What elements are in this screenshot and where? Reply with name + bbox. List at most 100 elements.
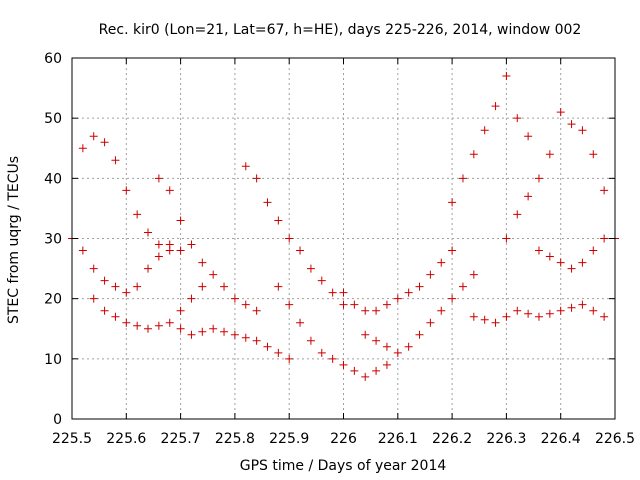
data-point [339,300,348,309]
data-point [458,282,467,291]
data-point [306,336,315,345]
data-point [122,288,131,297]
data-point [176,306,185,315]
data-point [78,144,87,153]
data-point [78,246,87,255]
data-point [578,300,587,309]
x-tick-label: 225.6 [106,431,146,447]
data-point [252,306,261,315]
data-point [100,138,109,147]
data-point [328,288,337,297]
data-point [545,252,554,261]
x-tick-label: 226.2 [432,431,472,447]
data-point [176,216,185,225]
data-point [220,282,229,291]
data-point [361,372,370,381]
data-point [198,282,207,291]
data-point [480,315,489,324]
data-point [100,306,109,315]
data-point [187,240,196,249]
y-tick-label: 40 [44,171,62,187]
data-point [491,318,500,327]
data-point [513,306,522,315]
data-point [317,348,326,357]
data-point [545,150,554,159]
data-point [524,192,533,201]
data-point [578,258,587,267]
data-point [154,174,163,183]
y-axis-label: STEC from uqrg / TECUs [6,156,22,324]
data-point [133,282,142,291]
data-point [469,150,478,159]
data-point [372,336,381,345]
data-point [600,234,609,243]
data-point [448,246,457,255]
data-point [252,336,261,345]
data-point [274,282,283,291]
x-tick-labels: 225.5 225.6 225.7 225.8 225.9 226 226.1 226.2 22… [52,431,635,447]
data-point [296,318,305,327]
x-axis-label: GPS time / Days of year 2014 [240,458,447,474]
data-point [393,348,402,357]
data-point [296,246,305,255]
ticks-layer [71,57,616,420]
data-point [176,324,185,333]
data-point [513,114,522,123]
data-point [502,72,511,81]
data-point [263,198,272,207]
data-point [382,300,391,309]
data-point [274,216,283,225]
data-point [372,366,381,375]
y-tick-label: 0 [53,412,62,428]
data-point [165,246,174,255]
data-point [437,258,446,267]
data-point [448,294,457,303]
data-point [285,234,294,243]
data-point [241,333,250,342]
data-point [361,330,370,339]
data-point [111,282,120,291]
y-tick-label: 50 [44,111,62,127]
data-point [154,321,163,330]
data-point [556,306,565,315]
x-tick-label: 225.5 [52,431,92,447]
data-point [491,102,500,111]
data-point [133,210,142,219]
data-point [589,246,598,255]
data-point [372,306,381,315]
data-point [187,294,196,303]
y-tick-label: 20 [44,292,62,308]
x-tick-label: 226 [330,431,357,447]
data-point [165,186,174,195]
data-point [209,324,218,333]
data-point [513,210,522,219]
data-point [230,294,239,303]
data-point [122,318,131,327]
data-point [328,354,337,363]
data-point [524,309,533,318]
data-point [502,234,511,243]
data-point [404,342,413,351]
data-point [415,330,424,339]
data-point [306,264,315,273]
data-point [534,174,543,183]
data-point [89,132,98,141]
data-point [241,162,250,171]
data-point [556,108,565,117]
data-point [263,342,272,351]
data-point [393,294,402,303]
x-tick-label: 225.7 [161,431,201,447]
data-point [133,321,142,330]
y-tick-labels: 0 10 20 30 40 50 60 [44,51,62,428]
data-point [339,288,348,297]
data-point [469,312,478,321]
data-point [89,294,98,303]
data-point [122,186,131,195]
data-point [600,312,609,321]
data-point [361,306,370,315]
data-point [404,288,413,297]
y-tick-label: 10 [44,352,62,368]
data-point [100,276,109,285]
data-point [230,330,239,339]
